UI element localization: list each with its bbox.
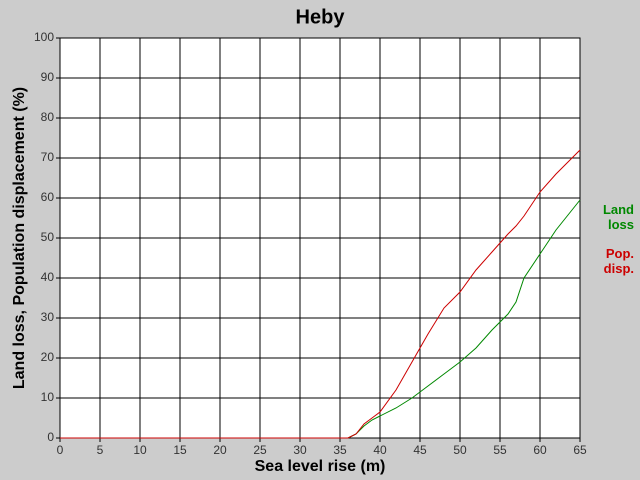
y-tick-label: 60: [41, 190, 55, 204]
y-tick-label: 100: [34, 30, 54, 44]
x-tick-label: 15: [173, 443, 187, 457]
x-tick-label: 50: [453, 443, 467, 457]
x-tick-label: 0: [57, 443, 64, 457]
x-tick-label: 20: [213, 443, 227, 457]
chart-title: Heby: [296, 6, 346, 28]
y-tick-label: 80: [41, 110, 55, 124]
y-tick-label: 70: [41, 150, 55, 164]
data-line: [60, 149, 581, 439]
x-tick-label: 5: [97, 443, 104, 457]
y-tick-label: 20: [41, 350, 55, 364]
y-tick-label: 0: [47, 430, 54, 444]
y-tick-label: 40: [41, 270, 55, 284]
x-tick-label: 55: [493, 443, 507, 457]
x-tick-label: 65: [573, 443, 587, 457]
legend-entry: Land loss: [602, 202, 634, 232]
y-tick-label: 90: [41, 70, 55, 84]
x-tick-label: 30: [293, 443, 307, 457]
y-tick-label: 50: [41, 230, 55, 244]
y-tick-label: 10: [41, 390, 55, 404]
x-tick-label: 25: [253, 443, 267, 457]
x-tick-label: 60: [533, 443, 547, 457]
y-tick-label: 30: [41, 310, 55, 324]
x-tick-label: 10: [133, 443, 147, 457]
x-tick-label: 45: [413, 443, 427, 457]
x-axis-label: Sea level rise (m): [255, 458, 386, 475]
y-axis-label: Land loss, Population displacement (%): [11, 87, 28, 389]
x-tick-label: 40: [373, 443, 387, 457]
legend-entry: Pop. disp.: [603, 246, 634, 276]
x-tick-label: 35: [333, 443, 347, 457]
